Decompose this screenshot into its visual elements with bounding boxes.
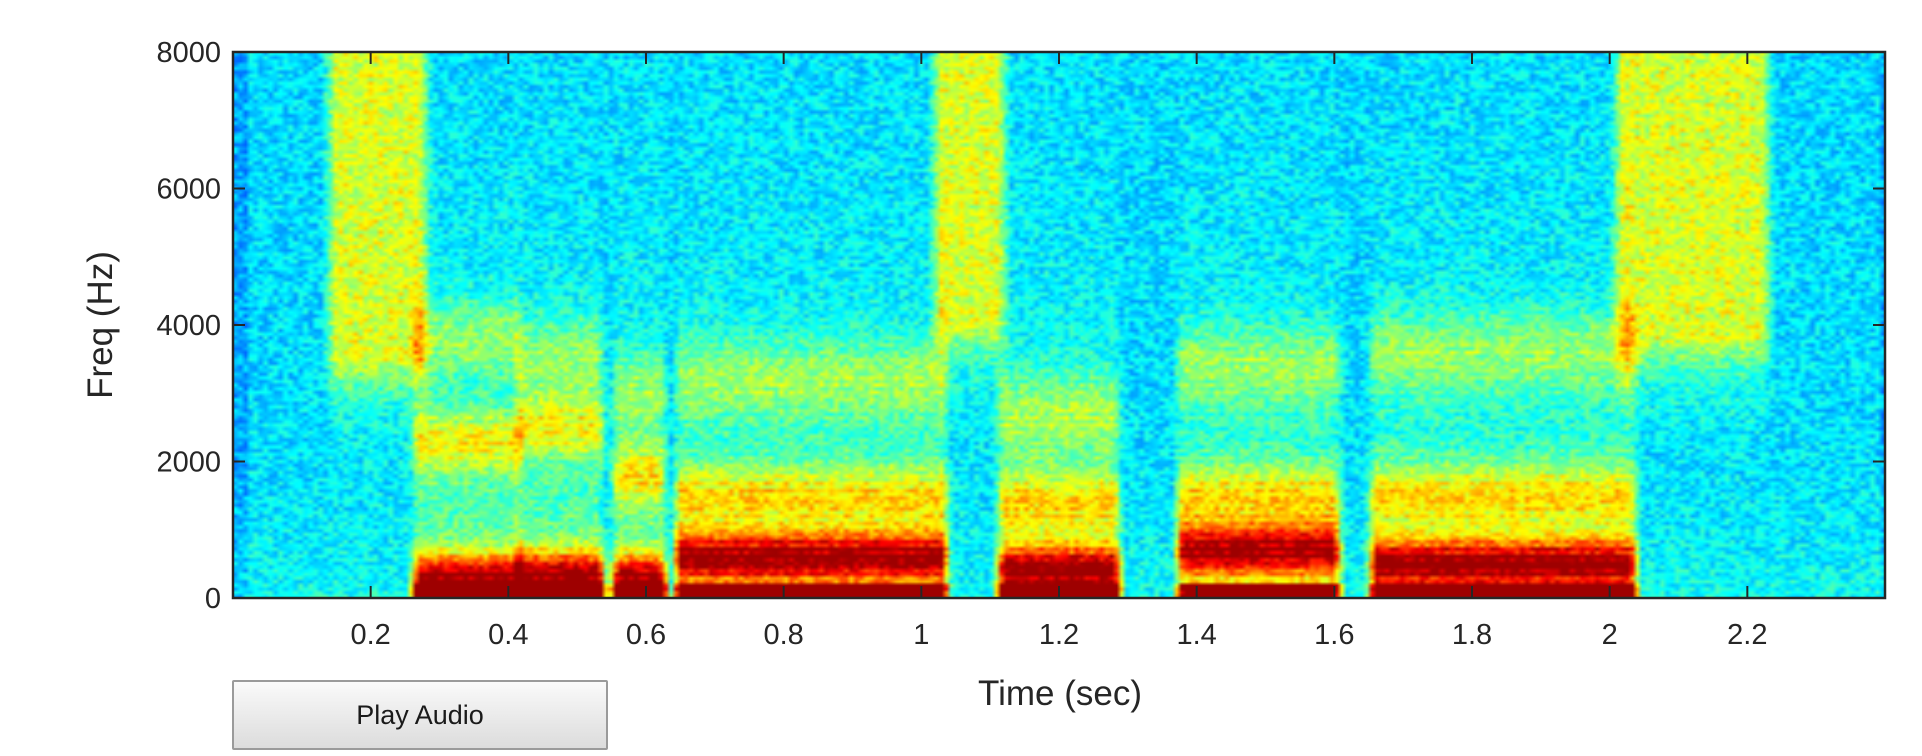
y-axis-label: Freq (Hz) (81, 251, 120, 399)
x-tick-label: 1.2 (1039, 619, 1079, 651)
x-tick-label: 0.2 (351, 619, 391, 651)
spectrogram-heatmap (233, 52, 1885, 598)
x-axis-ticks: 0.2 0.4 0.6 0.8 1 1.2 1.4 1.6 1.8 2 2.2 (351, 52, 1767, 651)
y-tick-label: 6000 (156, 174, 221, 206)
y-tick-label: 4000 (156, 310, 221, 342)
x-tick-label: 2.2 (1727, 619, 1767, 651)
x-tick-label: 2 (1602, 619, 1618, 651)
x-tick-label: 0.4 (488, 619, 528, 651)
x-axis-label: Time (sec) (978, 674, 1142, 713)
x-tick-label: 1.8 (1452, 619, 1492, 651)
x-tick-label: 1 (913, 619, 929, 651)
x-tick-label: 0.6 (626, 619, 666, 651)
x-tick-label: 1.6 (1314, 619, 1354, 651)
y-tick-label: 8000 (156, 37, 221, 69)
y-axis-ticks: 0 2000 4000 6000 8000 (156, 37, 1885, 615)
y-tick-label: 2000 (156, 447, 221, 479)
x-tick-label: 1.4 (1177, 619, 1217, 651)
y-tick-label: 0 (205, 583, 221, 615)
spectrogram-plot-area (233, 52, 1885, 598)
x-tick-label: 0.8 (764, 619, 804, 651)
play-audio-button[interactable]: Play Audio (232, 680, 608, 750)
